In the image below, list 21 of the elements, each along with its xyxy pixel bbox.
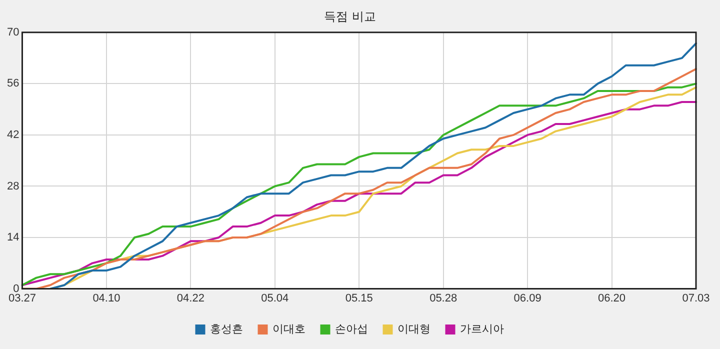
x-tick-label: 05.28 xyxy=(430,292,458,304)
y-tick-label: 28 xyxy=(6,180,20,192)
x-tick-label: 06.09 xyxy=(514,292,542,304)
legend-label: 이대형 xyxy=(397,322,430,336)
chart-title: 득점 비교 xyxy=(324,9,376,24)
x-tick-label: 06.20 xyxy=(598,292,626,304)
y-tick-label: 42 xyxy=(6,128,20,141)
x-tick-label: 04.10 xyxy=(92,292,120,304)
x-tick-label: 07.03 xyxy=(682,292,710,304)
legend-label: 가르시아 xyxy=(460,322,504,336)
legend-label: 손아섭 xyxy=(334,322,368,336)
x-tick-label: 05.15 xyxy=(345,292,373,304)
x-tick-label: 05.04 xyxy=(261,292,289,304)
legend-label: 이대호 xyxy=(272,322,306,336)
y-tick-label: 56 xyxy=(6,78,20,90)
y-tick-label: 70 xyxy=(6,26,20,38)
legend-label: 홍성흔 xyxy=(210,322,243,336)
y-tick-label: 14 xyxy=(6,232,20,244)
x-tick-label: 03.27 xyxy=(8,292,36,304)
y-tick-label: 0 xyxy=(13,282,20,295)
x-tick-label: 04.22 xyxy=(176,292,204,304)
